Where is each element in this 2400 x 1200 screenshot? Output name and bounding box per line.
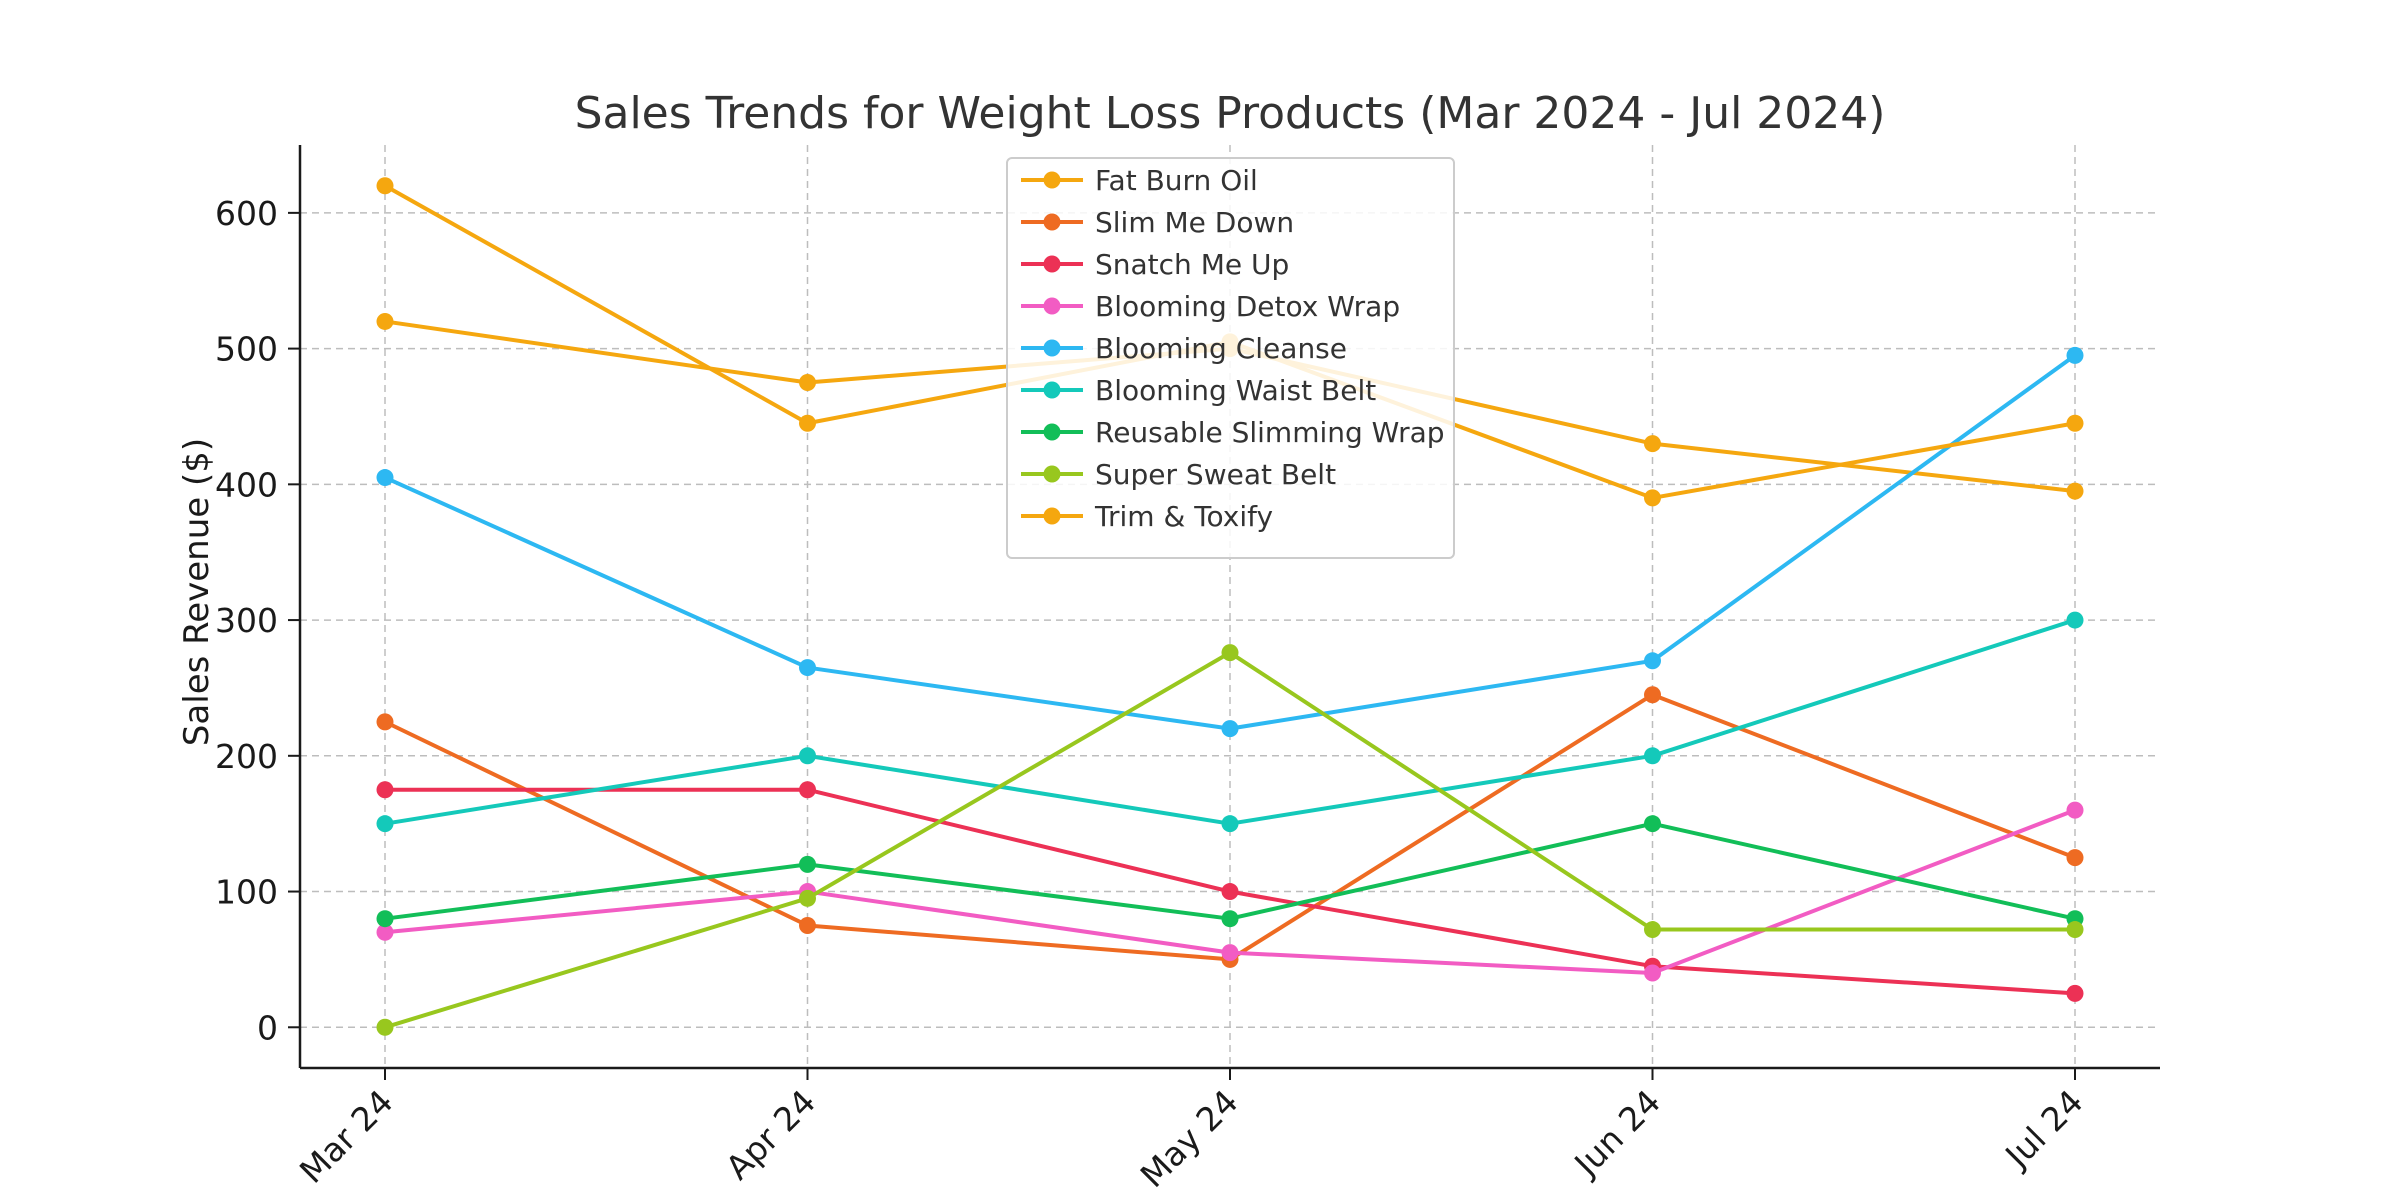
data-point bbox=[376, 1018, 394, 1036]
data-point bbox=[1644, 435, 1661, 453]
data-point bbox=[2066, 482, 2084, 500]
data-point bbox=[799, 414, 816, 432]
series-line bbox=[383, 650, 2077, 1030]
data-point bbox=[2066, 346, 2084, 364]
x-tick-label: Jul 24 bbox=[1996, 1082, 2090, 1176]
data-point bbox=[376, 312, 394, 330]
legend-label: Slim Me Down bbox=[1095, 206, 1294, 239]
data-point bbox=[376, 469, 394, 487]
data-point bbox=[1644, 747, 1661, 765]
data-point bbox=[1221, 910, 1239, 928]
y-axis-label: Sales Revenue ($) bbox=[177, 438, 217, 746]
legend-item: Blooming Detox Wrap bbox=[1021, 290, 1400, 323]
data-point bbox=[799, 916, 816, 934]
data-point bbox=[2066, 611, 2084, 629]
data-point bbox=[376, 923, 394, 941]
legend-item: Trim & Toxify bbox=[1021, 500, 1273, 533]
data-point bbox=[799, 781, 816, 799]
legend-label: Reusable Slimming Wrap bbox=[1095, 416, 1445, 449]
data-point bbox=[376, 713, 394, 731]
y-tick-label: 600 bbox=[215, 194, 278, 233]
legend: Fat Burn Oil Slim Me Down Snatch Me Up Bloo… bbox=[1006, 157, 1455, 559]
legend-item: Blooming Waist Belt bbox=[1021, 374, 1376, 407]
data-point bbox=[1221, 720, 1239, 738]
data-point bbox=[376, 815, 394, 833]
legend-swatch-marker bbox=[1043, 381, 1061, 399]
legend-label: Blooming Waist Belt bbox=[1095, 374, 1376, 407]
legend-swatch-marker bbox=[1043, 297, 1061, 315]
legend-label: Trim & Toxify bbox=[1094, 500, 1273, 533]
legend-swatch-marker bbox=[1043, 171, 1061, 189]
data-point bbox=[2066, 984, 2084, 1002]
data-point bbox=[799, 659, 816, 677]
data-point bbox=[799, 889, 816, 907]
y-tick-label: 200 bbox=[215, 737, 278, 776]
data-point bbox=[799, 747, 816, 765]
series-group bbox=[376, 611, 2084, 833]
legend-label: Snatch Me Up bbox=[1095, 248, 1289, 281]
data-point bbox=[376, 177, 394, 195]
data-point bbox=[799, 374, 816, 392]
legend-swatch-marker bbox=[1043, 255, 1061, 273]
y-tick-label: 400 bbox=[215, 465, 278, 504]
legend-label: Super Sweat Belt bbox=[1095, 458, 1336, 491]
data-point bbox=[1644, 652, 1661, 670]
legend-label: Blooming Cleanse bbox=[1095, 332, 1347, 365]
x-tick-label: May 24 bbox=[1133, 1082, 1246, 1195]
data-point bbox=[1221, 944, 1239, 962]
legend-item: Fat Burn Oil bbox=[1021, 164, 1258, 197]
data-point bbox=[1644, 686, 1661, 704]
data-point bbox=[799, 855, 816, 873]
data-point bbox=[2066, 414, 2084, 432]
legend-item: Reusable Slimming Wrap bbox=[1021, 416, 1445, 449]
legend-swatch-marker bbox=[1043, 507, 1061, 525]
y-tick-label: 0 bbox=[257, 1008, 278, 1047]
data-point bbox=[376, 910, 394, 928]
legend-label: Fat Burn Oil bbox=[1095, 164, 1258, 197]
series-group bbox=[376, 644, 2084, 1036]
series-group bbox=[376, 815, 2084, 928]
y-tick-label: 300 bbox=[215, 601, 278, 640]
data-point bbox=[376, 781, 394, 799]
y-tick-label: 100 bbox=[215, 873, 278, 912]
data-point bbox=[2066, 801, 2084, 819]
x-tick-label: Mar 24 bbox=[292, 1082, 401, 1191]
legend-swatch-marker bbox=[1043, 213, 1061, 231]
legend-item: Blooming Cleanse bbox=[1021, 332, 1347, 365]
data-point bbox=[1221, 883, 1239, 901]
legend-swatch-marker bbox=[1043, 465, 1061, 483]
data-point bbox=[1644, 921, 1661, 939]
series-group bbox=[376, 781, 2084, 1002]
data-point bbox=[1221, 644, 1239, 662]
y-tick-label: 500 bbox=[215, 330, 278, 369]
legend-item: Super Sweat Belt bbox=[1021, 458, 1336, 491]
data-point bbox=[2066, 921, 2084, 939]
series-lines bbox=[376, 177, 2084, 1036]
x-tick-label: Jun 24 bbox=[1566, 1082, 1669, 1185]
chart-title: Sales Trends for Weight Loss Products (M… bbox=[575, 88, 1886, 139]
legend-label: Blooming Detox Wrap bbox=[1095, 290, 1400, 323]
x-tick-label: Apr 24 bbox=[718, 1082, 823, 1187]
data-point bbox=[1644, 489, 1661, 507]
data-point bbox=[2066, 849, 2084, 867]
data-point bbox=[1644, 964, 1661, 982]
legend-box bbox=[1006, 157, 1455, 559]
legend-swatch-marker bbox=[1043, 339, 1061, 357]
data-point bbox=[1221, 815, 1239, 833]
data-point bbox=[1644, 815, 1661, 833]
legend-item: Slim Me Down bbox=[1021, 206, 1294, 239]
legend-swatch-marker bbox=[1043, 423, 1061, 441]
legend-item: Snatch Me Up bbox=[1021, 248, 1289, 281]
series-group bbox=[376, 346, 2084, 738]
